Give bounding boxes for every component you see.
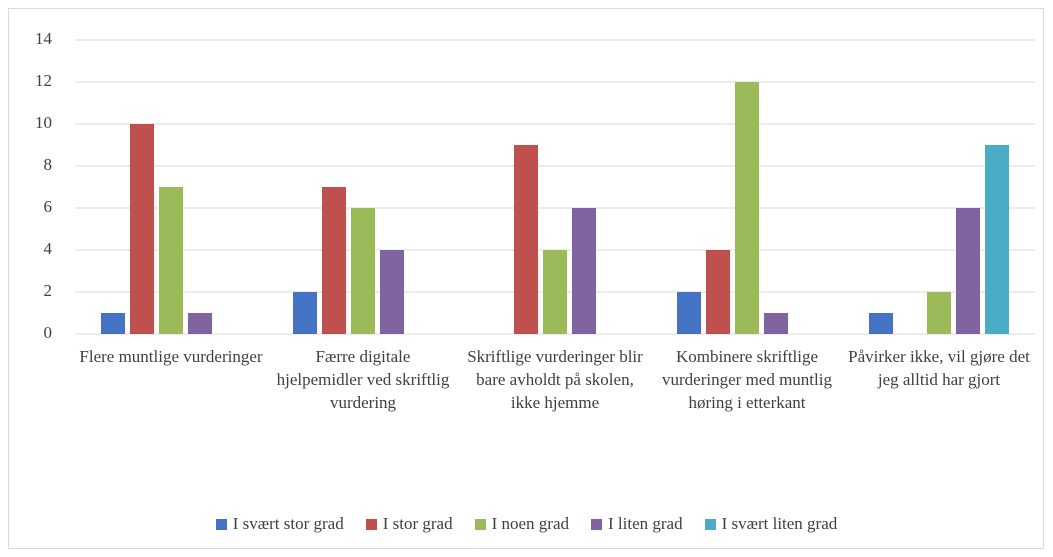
- legend-label: I svært stor grad: [232, 514, 344, 533]
- bar: [101, 313, 125, 334]
- legend-swatch: [704, 518, 716, 530]
- bar: [985, 145, 1009, 334]
- y-tick-label: 4: [44, 239, 53, 258]
- bar: [927, 292, 951, 334]
- bar: [706, 250, 730, 334]
- y-tick-label: 12: [35, 71, 52, 90]
- x-tick-label: Færre digitale hjelpemidler ved skriftli…: [276, 347, 450, 412]
- legend-item: I stor grad: [365, 514, 453, 534]
- legend-item: I noen grad: [474, 514, 569, 534]
- y-tick-label: 6: [44, 197, 53, 216]
- legend-item: I svært stor grad: [215, 514, 344, 534]
- bar: [543, 250, 567, 334]
- bar: [514, 145, 538, 334]
- y-tick-label: 2: [44, 281, 53, 300]
- legend-swatch: [365, 518, 377, 530]
- x-tick-label: Skriftlige vurderinger blir bare avholdt…: [467, 347, 643, 412]
- chart-border: [8, 8, 1044, 549]
- bar: [380, 250, 404, 334]
- legend-swatch: [474, 518, 486, 530]
- legend-swatch: [215, 518, 227, 530]
- legend-item: I liten grad: [591, 514, 683, 534]
- x-tick-label: Flere muntlige vurderinger: [79, 347, 263, 366]
- legend-label: I liten grad: [608, 514, 683, 533]
- bar: [293, 292, 317, 334]
- legend-item: I svært liten grad: [704, 514, 838, 534]
- x-tick-label: Kombinere skriftlige vurderinger med mun…: [662, 347, 832, 412]
- legend-label: I svært liten grad: [721, 514, 838, 533]
- y-tick-label: 0: [44, 323, 53, 342]
- bar: [677, 292, 701, 334]
- bar: [572, 208, 596, 334]
- x-tick-label: Påvirker ikke, vil gjøre det jeg alltid …: [848, 347, 1030, 389]
- bar: [735, 82, 759, 334]
- y-tick-label: 8: [44, 155, 53, 174]
- bar: [188, 313, 212, 334]
- y-tick-label: 14: [35, 29, 53, 48]
- legend-label: I stor grad: [382, 514, 453, 533]
- bar: [764, 313, 788, 334]
- bar: [159, 187, 183, 334]
- legend-label: I noen grad: [491, 514, 569, 533]
- bar: [322, 187, 346, 334]
- bar: [130, 124, 154, 334]
- legend: I svært stor grad I stor grad I noen grad I…: [0, 514, 1053, 534]
- bar: [956, 208, 980, 334]
- bar: [869, 313, 893, 334]
- y-tick-label: 10: [35, 113, 52, 132]
- bar: [351, 208, 375, 334]
- legend-swatch: [591, 518, 602, 530]
